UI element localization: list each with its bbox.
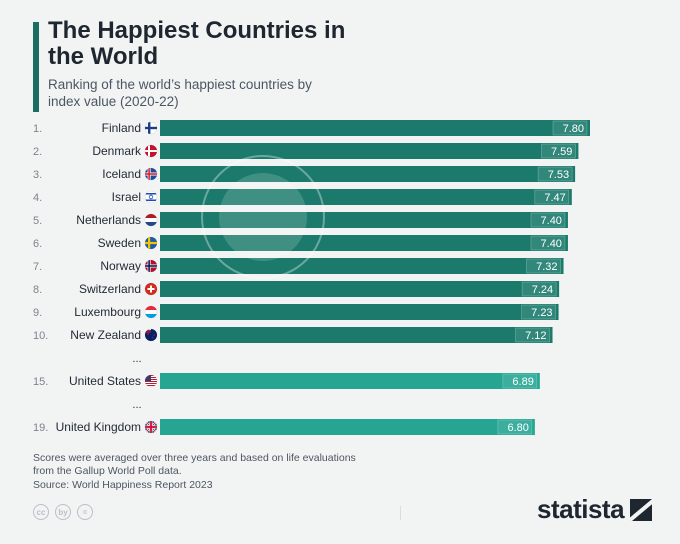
rank-label: 9. xyxy=(33,307,42,319)
country-label: Israel xyxy=(112,190,141,204)
brand-name: statista xyxy=(537,494,625,524)
bar xyxy=(160,212,568,228)
country-label: Switzerland xyxy=(79,282,141,296)
rank-label: 3. xyxy=(33,169,42,181)
rank-label: 6. xyxy=(33,238,42,250)
country-label: Finland xyxy=(102,121,141,135)
value-label: 7.40 xyxy=(541,215,562,227)
title-accent-bar xyxy=(33,22,39,112)
statista-logo[interactable]: statista xyxy=(537,494,653,525)
value-label-box xyxy=(521,304,556,320)
country-label: United Kingdom xyxy=(56,420,141,434)
bar xyxy=(160,166,576,182)
value-label-box xyxy=(530,235,566,251)
value-label: 7.32 xyxy=(536,261,557,273)
value-label: 7.24 xyxy=(532,284,553,296)
rank-label: 8. xyxy=(33,284,42,296)
rank-label: 1. xyxy=(33,123,42,135)
bar-chart: 1. Finland 7.80 2. Denmark 7.59 3. Iceland 7.53 4… xyxy=(33,120,590,435)
country-label: Netherlands xyxy=(76,213,141,227)
bar xyxy=(160,258,564,274)
country-label: Norway xyxy=(100,259,141,273)
country-label: Denmark xyxy=(92,144,142,158)
value-label-box xyxy=(502,373,538,389)
rank-label: 4. xyxy=(33,192,42,204)
flag-switzerland-icon xyxy=(144,282,158,296)
value-label-box xyxy=(537,166,573,182)
value-label: 6.89 xyxy=(512,376,533,388)
value-label-box xyxy=(515,327,550,343)
attribution-icon[interactable]: by xyxy=(55,504,71,520)
license-icons: cc by = xyxy=(33,504,93,520)
country-label: Luxembourg xyxy=(74,305,141,319)
ellipsis-gap: ... xyxy=(132,353,141,365)
footer-divider xyxy=(400,506,401,520)
country-label: Iceland xyxy=(102,167,141,181)
value-label-box xyxy=(552,120,588,136)
rank-label: 2. xyxy=(33,146,42,158)
flag-uk-icon xyxy=(144,420,158,434)
rank-label: 10. xyxy=(33,330,48,342)
flag-finland-icon xyxy=(144,121,158,135)
value-label: 6.80 xyxy=(507,422,528,434)
country-label: United States xyxy=(69,374,141,388)
value-label-box xyxy=(541,143,576,159)
value-label-box xyxy=(521,281,557,297)
rank-label: 19. xyxy=(33,422,48,434)
bar xyxy=(160,143,579,159)
chart-title: The Happiest Countries in the World xyxy=(48,17,346,70)
flag-new-zealand-icon xyxy=(144,328,158,342)
chart-subtitle: Ranking of the world’s happiest countrie… xyxy=(48,77,312,109)
no-derivatives-icon[interactable]: = xyxy=(77,504,93,520)
ellipsis-gap: ... xyxy=(132,399,141,411)
flag-luxembourg-icon xyxy=(144,305,158,319)
footnote: Scores were averaged over three years an… xyxy=(33,452,356,477)
value-label-box xyxy=(530,212,566,228)
bar xyxy=(160,373,540,389)
bar xyxy=(160,419,535,435)
cc-icon[interactable]: cc xyxy=(33,504,49,520)
bar xyxy=(160,327,553,343)
flag-israel-icon xyxy=(144,190,158,204)
value-label-box xyxy=(497,419,533,435)
value-label: 7.59 xyxy=(551,146,572,158)
value-label-box xyxy=(526,258,561,274)
flag-iceland-icon xyxy=(144,167,158,181)
country-label: New Zealand xyxy=(70,328,141,342)
rank-label: 7. xyxy=(33,261,42,273)
value-label: 7.47 xyxy=(544,192,565,204)
flag-denmark-icon xyxy=(144,144,158,158)
value-label: 7.80 xyxy=(563,123,584,135)
bar xyxy=(160,304,559,320)
rank-label: 15. xyxy=(33,376,48,388)
flag-usa-icon xyxy=(144,374,158,388)
value-label: 7.23 xyxy=(531,307,552,319)
country-label: Sweden xyxy=(98,236,141,250)
value-label-box xyxy=(534,189,570,205)
bar xyxy=(160,120,590,136)
value-label: 7.40 xyxy=(541,238,562,250)
value-label: 7.53 xyxy=(548,169,569,181)
value-label: 7.12 xyxy=(525,330,546,342)
flag-netherlands-icon xyxy=(144,213,158,227)
rank-label: 5. xyxy=(33,215,42,227)
bar xyxy=(160,235,568,251)
bar xyxy=(160,281,560,297)
source-note: Source: World Happiness Report 2023 xyxy=(33,479,213,491)
flag-sweden-icon xyxy=(144,236,158,250)
flag-norway-icon xyxy=(144,259,158,273)
bar xyxy=(160,189,572,205)
statista-logo-icon xyxy=(630,498,653,521)
